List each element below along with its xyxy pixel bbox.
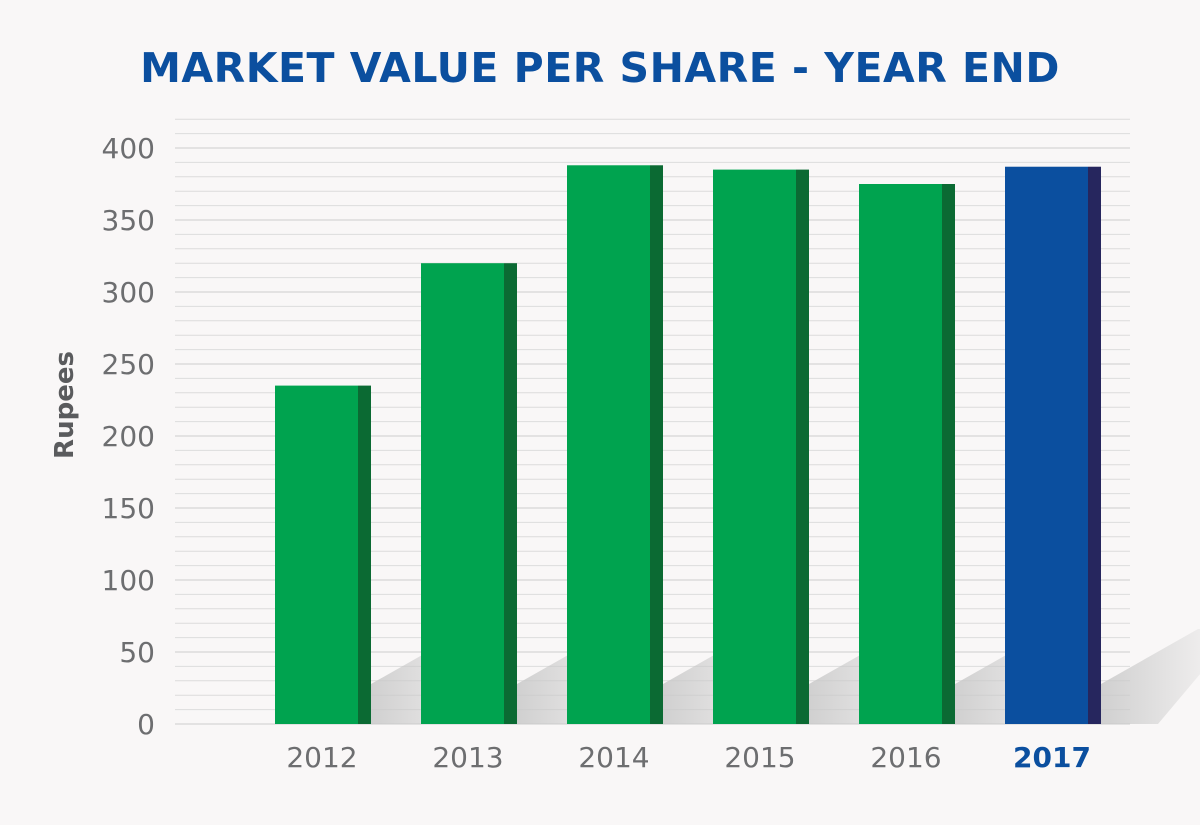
bar-2016 xyxy=(859,184,942,724)
x-tick-labels: 2012 2013 2014 2015 2016 2017 xyxy=(286,741,1091,774)
bar-shadow xyxy=(1101,629,1200,724)
bar-side-2017 xyxy=(1088,166,1101,725)
x-tick-label: 2012 xyxy=(286,741,357,774)
y-tick-label: 350 xyxy=(102,204,155,237)
y-axis-title: Rupees xyxy=(50,351,80,459)
x-tick-label: 2016 xyxy=(870,741,941,774)
y-tick-labels: 0 50 100 150 200 250 300 350 400 xyxy=(102,132,155,741)
bar-2013 xyxy=(421,263,504,724)
bar-side-2015 xyxy=(796,169,809,725)
x-tick-label: 2017 xyxy=(1013,741,1091,774)
x-tick-label: 2014 xyxy=(578,741,649,774)
y-tick-label: 400 xyxy=(102,132,155,165)
bar-side-2014 xyxy=(650,165,663,724)
bar-side-2012 xyxy=(358,385,371,724)
y-tick-label: 0 xyxy=(137,708,155,741)
bar-2014 xyxy=(567,165,650,724)
bar-2012 xyxy=(275,385,358,724)
bar-2017 xyxy=(1005,166,1088,725)
x-tick-label: 2015 xyxy=(724,741,795,774)
y-tick-label: 100 xyxy=(102,564,155,597)
y-tick-label: 250 xyxy=(102,348,155,381)
y-tick-label: 50 xyxy=(119,636,155,669)
bar-2015 xyxy=(713,169,796,725)
bar-side-2016 xyxy=(942,184,955,724)
y-tick-label: 300 xyxy=(102,276,155,309)
bar-side-2013 xyxy=(504,263,517,724)
chart-title: MARKET VALUE PER SHARE - YEAR END xyxy=(140,44,1060,92)
y-tick-label: 200 xyxy=(102,420,155,453)
y-tick-label: 150 xyxy=(102,492,155,525)
bar-layer xyxy=(275,165,1101,725)
x-tick-label: 2013 xyxy=(432,741,503,774)
